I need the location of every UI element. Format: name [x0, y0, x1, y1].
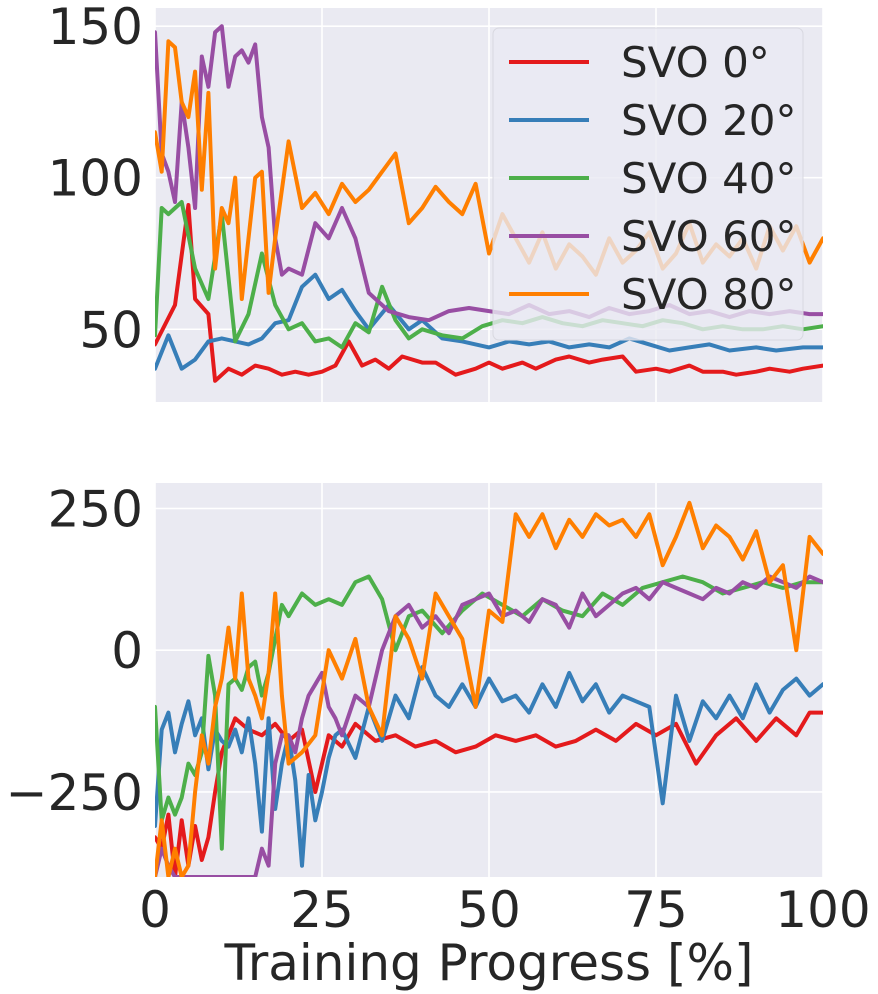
- legend-label: SVO 0°: [621, 38, 770, 87]
- x-tick-label: 0: [139, 881, 171, 939]
- x-tick-label: 50: [457, 881, 521, 939]
- x-tick-label: 100: [775, 881, 870, 939]
- legend-box: [492, 27, 804, 341]
- y-tick-label: 100: [48, 150, 143, 208]
- series-line: [155, 710, 823, 877]
- legend-label: SVO 40°: [621, 154, 797, 203]
- y-tick-label: 250: [48, 481, 143, 539]
- top-panel: 50 100 150 SVO 0° SVO 20° SVO 40° SVO 60° SVO 8…: [48, 0, 824, 402]
- legend-label: SVO 80°: [621, 270, 797, 319]
- x-tick-label: 75: [624, 881, 688, 939]
- y-tick-label: −250: [6, 764, 143, 822]
- y-tick-label: 0: [111, 622, 143, 680]
- y-tick-label: 50: [79, 301, 143, 359]
- x-axis-label: Training Progress [%]: [224, 934, 754, 992]
- y-tick-label: 150: [48, 0, 143, 56]
- legend-label: SVO 60°: [621, 212, 797, 261]
- legend-label: SVO 20°: [621, 96, 797, 145]
- legend: SVO 0° SVO 20° SVO 40° SVO 60° SVO 80°: [492, 27, 804, 341]
- series-line: [155, 500, 823, 877]
- x-tick-label: 25: [290, 881, 354, 939]
- series-line: [155, 203, 823, 383]
- bottom-panel: −250 0 250 0 25 50 75 100: [6, 481, 871, 939]
- series-line: [155, 574, 823, 851]
